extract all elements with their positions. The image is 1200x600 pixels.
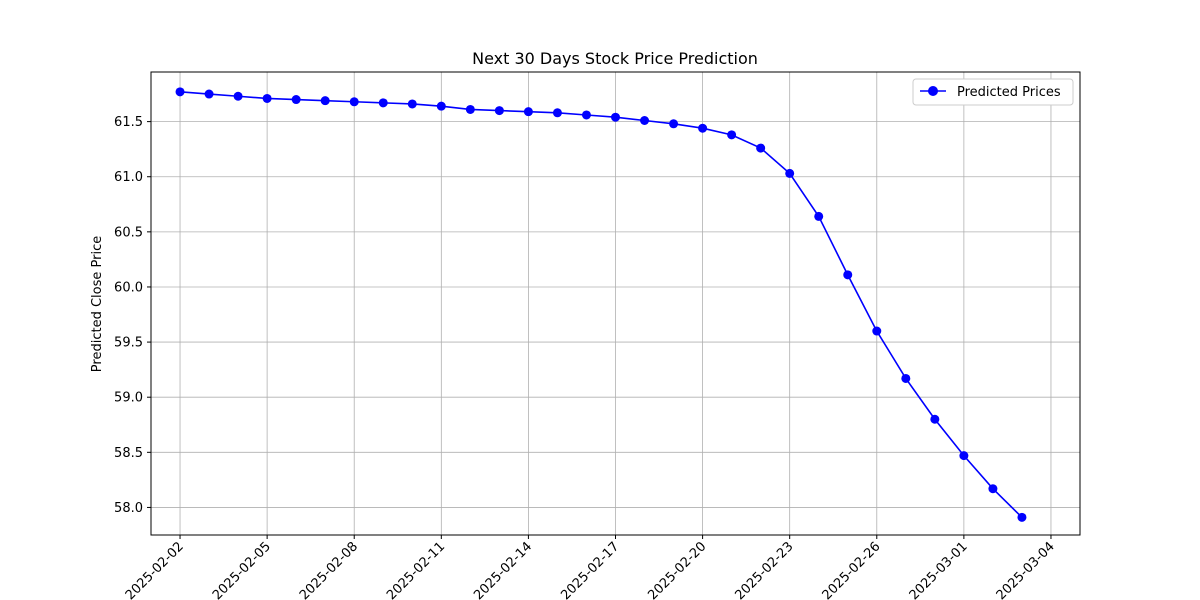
grid-lines <box>151 72 1080 535</box>
x-tick-label: 2025-02-02 <box>123 539 187 600</box>
y-tick-label: 60.0 <box>114 280 143 295</box>
legend: Predicted Prices <box>912 78 1074 106</box>
y-tick-label: 61.0 <box>114 170 143 185</box>
y-tick-label: 60.5 <box>114 225 143 240</box>
data-point <box>349 97 359 107</box>
data-point <box>494 106 504 116</box>
data-point <box>843 270 853 280</box>
data-point <box>756 143 766 153</box>
x-tick-label: 2025-02-26 <box>820 539 884 600</box>
x-tick-label: 2025-03-01 <box>907 539 971 600</box>
data-point <box>378 98 388 108</box>
x-tick-label: 2025-02-08 <box>297 539 361 600</box>
data-point <box>552 108 562 118</box>
x-tick-label: 2025-02-11 <box>384 539 448 600</box>
x-tick-label: 2025-02-05 <box>210 539 274 600</box>
legend-entry-predicted-prices: Predicted Prices <box>957 85 1061 100</box>
data-point <box>581 110 591 120</box>
y-axis-ticks: 58.0 58.5 59.0 59.5 60.0 60.5 61.0 61.5 <box>114 115 151 516</box>
legend-marker-swatch <box>928 86 938 96</box>
data-point <box>959 451 969 461</box>
series-line <box>179 91 1023 518</box>
data-point <box>262 93 272 103</box>
x-tick-label: 2025-02-20 <box>645 539 709 600</box>
y-tick-label: 58.0 <box>114 501 143 516</box>
data-point <box>523 107 533 117</box>
data-point <box>291 95 301 105</box>
x-tick-label: 2025-02-14 <box>471 539 535 600</box>
x-tick-label: 2025-03-04 <box>994 539 1058 600</box>
data-point <box>640 116 650 126</box>
x-tick-label: 2025-02-23 <box>732 539 796 600</box>
data-point <box>785 168 795 178</box>
series-predicted-prices <box>175 87 1027 522</box>
data-point <box>872 326 882 336</box>
plot-frame <box>150 71 1081 536</box>
data-point <box>901 373 911 383</box>
data-point <box>436 101 446 111</box>
data-point <box>407 99 417 109</box>
data-point <box>669 119 679 129</box>
y-tick-label: 58.5 <box>114 446 143 461</box>
data-point <box>233 91 243 101</box>
data-point <box>611 112 620 122</box>
data-point <box>698 123 708 133</box>
y-tick-label: 61.5 <box>114 115 143 130</box>
data-point <box>988 484 998 494</box>
y-tick-label: 59.5 <box>114 336 143 351</box>
data-point <box>727 130 737 140</box>
y-axis-label: Predicted Close Price <box>90 236 105 372</box>
data-point <box>204 89 214 99</box>
data-point <box>1017 512 1027 522</box>
chart-title: Next 30 Days Stock Price Prediction <box>472 49 758 68</box>
data-point <box>465 104 475 114</box>
x-axis-ticks: 2025-02-02 2025-02-05 2025-02-08 2025-02-11… <box>123 535 1058 600</box>
data-point <box>814 211 824 221</box>
data-point <box>930 414 940 424</box>
data-point <box>320 96 330 106</box>
y-tick-label: 59.0 <box>114 391 143 406</box>
x-tick-label: 2025-02-17 <box>558 539 622 600</box>
data-point <box>175 87 185 97</box>
legend-box <box>912 78 1074 106</box>
